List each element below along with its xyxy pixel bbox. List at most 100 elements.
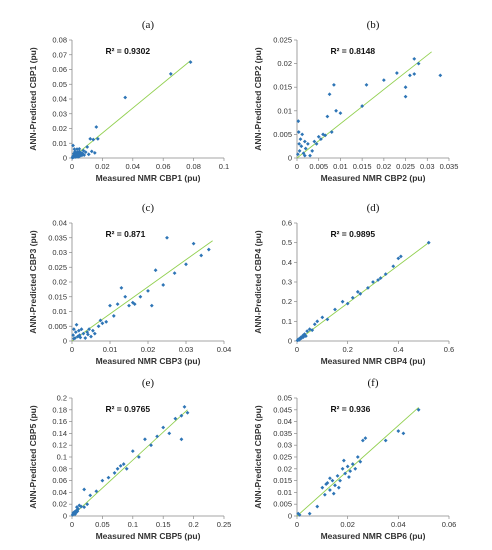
- data-point: [121, 462, 126, 466]
- trendline: [296, 51, 432, 159]
- data-point: [89, 334, 93, 339]
- chart-panel-2: (b) 0 0.005 0.01 0.015 0.02 0.025 0 0.005 0.01 0.0…: [253, 19, 458, 183]
- data-point: [74, 505, 79, 510]
- data-point: [82, 153, 87, 157]
- data-point: [75, 147, 79, 152]
- data-point: [302, 153, 307, 158]
- data-point: [345, 301, 350, 306]
- data-point: [182, 404, 187, 409]
- data-point: [320, 315, 325, 320]
- y-tick-label: 0.015: [48, 292, 67, 301]
- data-point: [123, 95, 128, 100]
- data-point: [119, 286, 124, 290]
- y-axis-title: ANN-Predicted CBP3 (pu): [28, 230, 38, 334]
- data-point: [327, 92, 332, 97]
- r-squared-label: R² = 0.9765: [105, 404, 150, 414]
- data-point: [371, 280, 375, 284]
- data-point: [73, 149, 77, 154]
- data-point: [81, 331, 86, 336]
- data-point: [338, 478, 342, 483]
- data-point: [416, 407, 421, 412]
- trendline: [71, 409, 188, 517]
- data-point: [79, 150, 84, 155]
- y-tick-label: 0.07: [52, 50, 67, 59]
- y-tick-label: 0: [63, 512, 67, 521]
- data-point: [360, 104, 365, 108]
- data-point: [350, 462, 355, 466]
- data-point: [297, 512, 302, 517]
- data-point: [338, 111, 343, 116]
- x-tick-label: 0.04: [125, 162, 140, 171]
- data-point: [98, 318, 103, 323]
- data-point: [112, 471, 117, 475]
- data-point: [307, 511, 312, 516]
- x-tick-label: 0.2: [188, 520, 198, 529]
- data-point: [378, 276, 383, 280]
- data-point: [91, 137, 96, 142]
- r-squared-label: R² = 0.871: [105, 229, 145, 239]
- x-tick-label: 0.1: [128, 520, 138, 529]
- data-point: [146, 288, 150, 293]
- y-tick-label: 0.16: [52, 417, 67, 426]
- panel-label: (a): [142, 19, 155, 31]
- data-point: [426, 240, 431, 245]
- y-tick-label: 0.02: [52, 278, 67, 287]
- y-tick-label: 0.12: [52, 441, 67, 450]
- data-point: [322, 492, 327, 497]
- data-point: [167, 431, 172, 436]
- data-point: [111, 314, 116, 318]
- data-point: [79, 504, 84, 509]
- data-point: [82, 505, 87, 510]
- data-point: [115, 466, 120, 471]
- y-tick-label: 0: [288, 512, 292, 521]
- trendline: [296, 407, 419, 517]
- data-point: [184, 262, 188, 267]
- data-point: [416, 61, 421, 66]
- data-point: [350, 295, 355, 300]
- y-tick-label: 0.035: [48, 233, 67, 242]
- x-tick-label: 0.03: [179, 345, 194, 354]
- data-point: [340, 466, 345, 471]
- chart-panel-1: (a) 0 0.01 0.02 0.03 0.04 0.05 0.06 0.07 0.08 0 0.0…: [28, 19, 229, 183]
- y-tick-label: 0.02: [277, 59, 292, 68]
- data-point: [408, 73, 412, 78]
- y-tick-label: 0.08: [52, 464, 67, 473]
- chart-panel-5: (e) 0 0.02 0.04 0.06 0.08 0.1 0.12 0.14 0.16 0.18 0…: [28, 377, 231, 541]
- x-tick-label: 0.035: [440, 162, 459, 171]
- data-point: [336, 485, 341, 490]
- data-point: [394, 71, 399, 75]
- data-point: [74, 154, 79, 158]
- x-tick-label: 0: [70, 345, 74, 354]
- data-point: [363, 436, 368, 441]
- data-point: [348, 469, 353, 474]
- y-tick-label: 0.04: [277, 417, 292, 426]
- x-tick-label: 0.03: [420, 162, 435, 171]
- data-point: [86, 152, 91, 157]
- data-point: [412, 72, 417, 76]
- data-point: [153, 268, 158, 273]
- data-point: [72, 336, 76, 341]
- data-point: [331, 491, 336, 496]
- y-tick-label: 0.01: [52, 307, 67, 316]
- data-point: [73, 330, 78, 335]
- x-tick-label: 0.05: [95, 520, 110, 529]
- x-tick-label: 0.4: [393, 345, 403, 354]
- data-point: [96, 324, 101, 329]
- y-tick-label: 0.1: [57, 453, 67, 462]
- y-tick-label: 0.03: [52, 109, 67, 118]
- x-tick-label: 0.04: [217, 345, 232, 354]
- data-point: [72, 147, 77, 152]
- chart-panel-4: (d) 0 0.1 0.2 0.3 0.4 0.5 0.6 0 0.2 0.4 0.6 R² = 0.9…: [253, 202, 454, 366]
- data-point: [328, 476, 332, 481]
- r-squared-label: R² = 0.8148: [330, 46, 375, 56]
- y-tick-label: 0.04: [52, 95, 67, 104]
- data-point: [360, 438, 365, 443]
- y-tick-label: 0.045: [273, 405, 292, 414]
- x-tick-label: 0: [295, 345, 299, 354]
- data-point: [296, 119, 301, 124]
- data-point: [179, 413, 184, 418]
- x-tick-label: 0: [70, 520, 74, 529]
- data-point: [318, 137, 323, 142]
- data-point: [376, 278, 380, 282]
- data-point: [80, 151, 85, 156]
